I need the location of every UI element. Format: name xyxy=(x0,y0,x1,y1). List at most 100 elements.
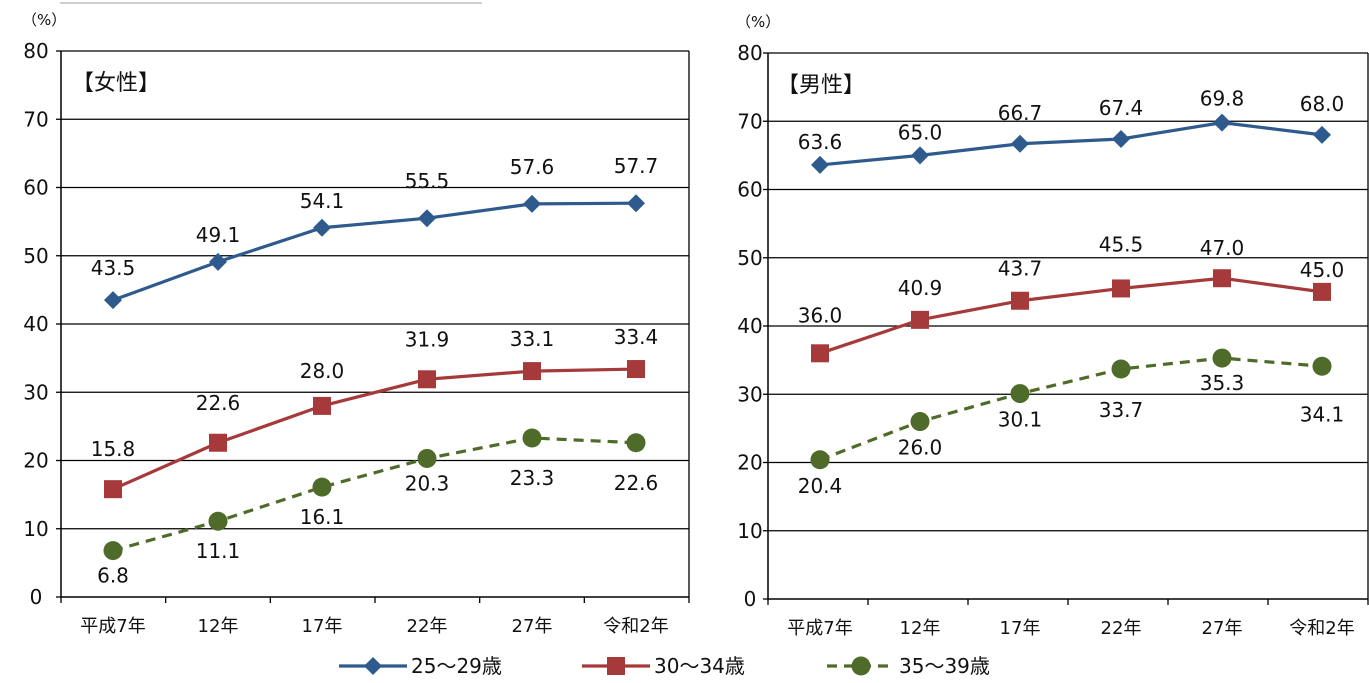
data-point xyxy=(911,146,929,165)
data-label: 34.1 xyxy=(1300,402,1345,426)
y-tick-label: 70 xyxy=(23,107,48,131)
data-point xyxy=(522,428,542,448)
y-tick-label: 30 xyxy=(23,380,48,404)
legend-marker xyxy=(607,657,625,675)
legend-marker xyxy=(851,656,871,676)
data-point xyxy=(523,362,541,381)
x-tick-label: 令和2年 xyxy=(603,616,668,637)
y-tick-label: 50 xyxy=(23,244,48,268)
data-point xyxy=(312,477,332,497)
x-tick-label: 17年 xyxy=(302,616,343,637)
y-tick-label: 30 xyxy=(737,382,762,406)
data-label: 68.0 xyxy=(1300,92,1345,116)
data-point xyxy=(313,218,331,237)
series-line xyxy=(112,367,637,491)
x-tick-label: 22年 xyxy=(1101,618,1142,639)
y-tick-label: 70 xyxy=(737,109,762,133)
data-point xyxy=(209,252,227,271)
y-unit-label: （%） xyxy=(22,11,66,29)
data-point xyxy=(811,344,829,363)
data-label: 6.8 xyxy=(97,564,129,588)
data-label: 47.0 xyxy=(1200,236,1245,260)
panel-title: 【男性】 xyxy=(777,73,865,98)
data-label: 11.1 xyxy=(196,539,241,563)
series-line xyxy=(819,121,1323,167)
data-point xyxy=(313,396,331,415)
data-label: 69.8 xyxy=(1200,87,1245,111)
x-tick-label: 12年 xyxy=(900,618,941,639)
y-tick-label: 20 xyxy=(737,451,762,475)
data-label: 15.8 xyxy=(91,437,136,461)
data-point xyxy=(1111,359,1131,379)
data-label: 33.1 xyxy=(510,327,555,351)
data-label: 22.6 xyxy=(614,471,659,495)
x-tick-label: 27年 xyxy=(512,616,553,637)
data-label: 45.0 xyxy=(1300,258,1345,282)
data-point xyxy=(1010,384,1030,404)
data-label: 65.0 xyxy=(898,120,943,144)
data-label: 33.7 xyxy=(1099,398,1144,422)
y-tick-label: 20 xyxy=(23,449,48,473)
data-label: 33.4 xyxy=(614,325,659,349)
data-point xyxy=(1213,113,1231,132)
data-label: 54.1 xyxy=(300,189,345,213)
data-label: 49.1 xyxy=(196,223,241,247)
data-label: 16.1 xyxy=(300,505,345,529)
data-label: 36.0 xyxy=(798,303,843,327)
data-label: 22.6 xyxy=(196,391,241,415)
data-label: 30.1 xyxy=(998,408,1043,432)
data-label: 26.0 xyxy=(898,436,943,460)
data-point xyxy=(1212,348,1232,368)
data-label: 43.7 xyxy=(998,257,1043,281)
data-label: 20.3 xyxy=(405,471,450,495)
x-tick-label: 22年 xyxy=(407,616,448,637)
legend-label: 35〜39歳 xyxy=(899,654,990,678)
series-line xyxy=(819,356,1323,462)
data-point xyxy=(810,450,830,470)
data-label: 57.6 xyxy=(510,155,555,179)
data-point xyxy=(910,412,930,432)
data-point xyxy=(1312,356,1332,376)
data-point xyxy=(1011,291,1029,310)
data-point xyxy=(811,155,829,174)
data-point xyxy=(626,433,646,453)
data-point xyxy=(208,511,228,531)
x-tick-label: 12年 xyxy=(198,616,239,637)
data-point xyxy=(523,194,541,213)
data-point xyxy=(1313,282,1331,301)
data-point xyxy=(103,541,123,561)
data-point xyxy=(417,448,437,468)
data-point xyxy=(104,480,122,499)
data-point xyxy=(418,209,436,228)
data-point xyxy=(104,291,122,310)
panel-female: 0 10 20 30 40 50 60 70 80 平成7年 12年 17年 22年 27年 令和2年 （%）… xyxy=(22,11,690,637)
data-label: 40.9 xyxy=(898,276,943,300)
data-point xyxy=(1313,125,1331,144)
x-tick-label: 17年 xyxy=(1000,618,1041,639)
legend-marker xyxy=(364,657,382,675)
y-tick-label: 60 xyxy=(737,178,762,202)
data-label: 20.4 xyxy=(798,474,843,498)
x-tick-label: 令和2年 xyxy=(1289,618,1354,639)
y-tick-label: 40 xyxy=(737,314,762,338)
y-tick-label: 80 xyxy=(23,39,48,63)
data-label: 55.5 xyxy=(405,169,450,193)
data-point xyxy=(1112,279,1130,298)
y-tick-label: 80 xyxy=(737,41,762,65)
y-tick-label: 40 xyxy=(23,312,48,336)
series-line xyxy=(112,436,637,553)
data-point xyxy=(418,370,436,389)
y-tick-label: 0 xyxy=(30,585,43,609)
data-label: 35.3 xyxy=(1200,371,1245,395)
series-line xyxy=(112,201,637,302)
y-tick-label: 10 xyxy=(737,519,762,543)
data-label: 28.0 xyxy=(300,359,345,383)
panel-title: 【女性】 xyxy=(72,71,160,96)
y-tick-label: 50 xyxy=(737,246,762,270)
data-label: 66.7 xyxy=(998,101,1043,125)
data-label: 23.3 xyxy=(510,466,555,490)
data-label: 43.5 xyxy=(91,256,136,280)
x-tick-label: 平成7年 xyxy=(80,616,145,637)
